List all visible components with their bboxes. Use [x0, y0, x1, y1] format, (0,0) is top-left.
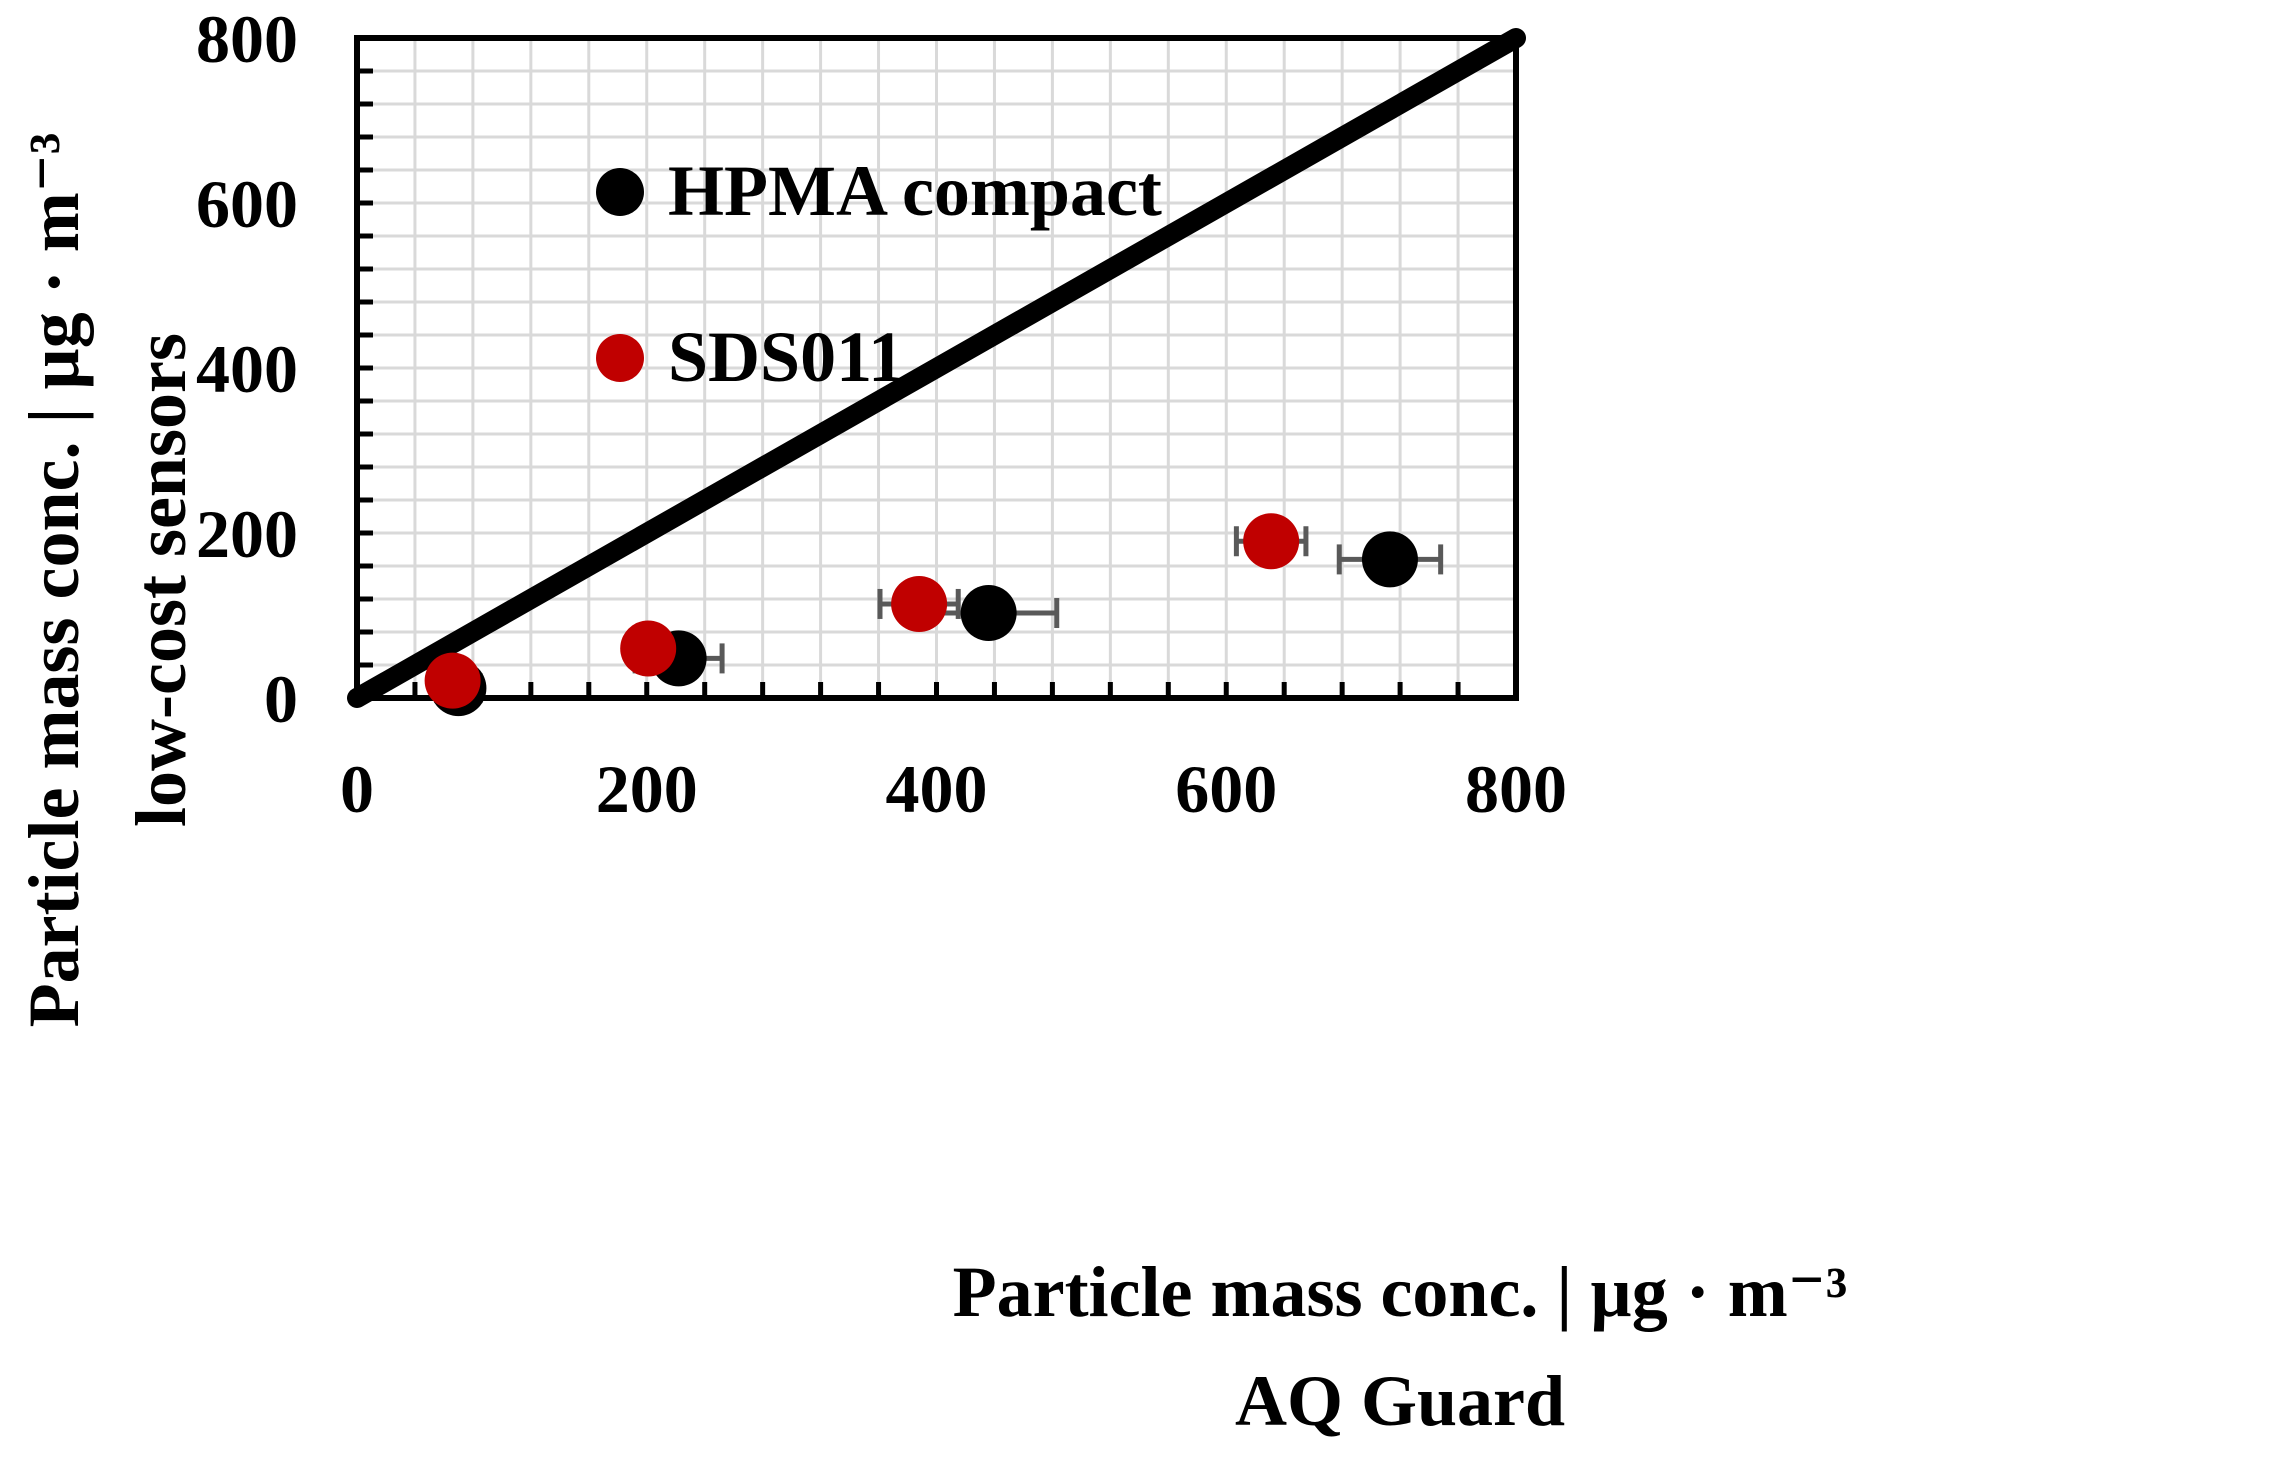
y-tick-label: 200 [196, 496, 298, 572]
y-tick-label: 400 [196, 331, 298, 407]
plot-frame [354, 35, 1519, 701]
point-sds011 [424, 652, 481, 709]
y-axis-title-line1: Particle mass conc. | µg · m⁻³ [14, 133, 94, 1028]
x-tick-label: 600 [1175, 751, 1277, 827]
x-tick-label: 0 [340, 751, 374, 827]
data-marks [424, 513, 1444, 717]
y-axis-title-line2: low-cost sensors [121, 333, 201, 827]
x-axis-title-line2: AQ Guard [1235, 1361, 1565, 1441]
legend: HPMA compact SDS011 [596, 151, 1162, 397]
legend-marker-hpma [596, 168, 644, 216]
one-to-one-line [347, 28, 1526, 708]
point-sds011 [891, 575, 948, 632]
legend-label-sds011: SDS011 [668, 317, 904, 397]
x-tick-label: 800 [1465, 751, 1567, 827]
legend-marker-sds011 [596, 334, 644, 382]
point-sds011 [620, 620, 677, 677]
legend-label-hpma: HPMA compact [668, 151, 1162, 231]
point-hpma-compact [960, 585, 1017, 642]
x-tick-label: 200 [596, 751, 698, 827]
y-tick-label: 800 [196, 1, 298, 77]
x-tick-label: 400 [886, 751, 988, 827]
point-sds011 [1243, 513, 1300, 570]
y-tick-label: 600 [196, 166, 298, 242]
x-axis-title-line1: Particle mass conc. | µg · m⁻³ [953, 1252, 1848, 1332]
y-tick-label: 0 [264, 661, 298, 737]
tick-labels: 0 200 400 600 800 0 200 400 600 800 [196, 1, 1567, 827]
point-hpma-compact [1361, 531, 1418, 588]
